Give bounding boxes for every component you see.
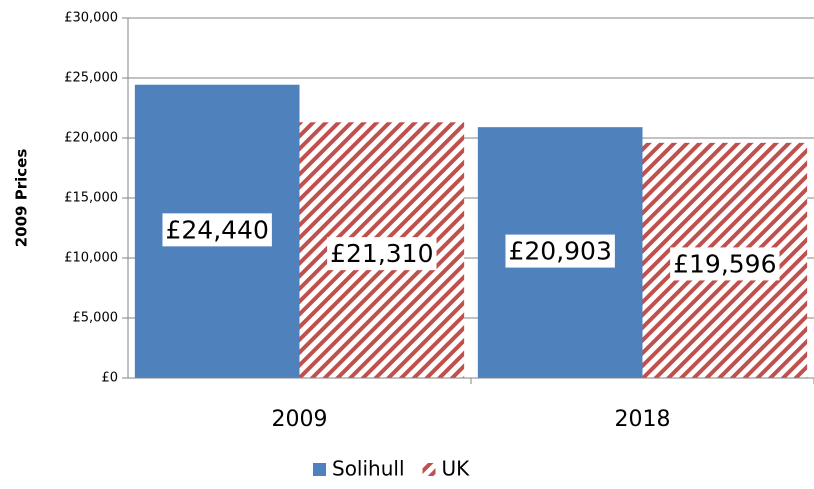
legend-swatch — [313, 463, 326, 476]
value-label: £24,440 — [165, 215, 268, 244]
y-tick-label: £0 — [101, 371, 118, 386]
y-axis-label: 2009 Prices — [13, 149, 31, 248]
x-tick-label: 2018 — [615, 407, 671, 432]
value-label-bg — [505, 234, 615, 268]
value-label-bg — [670, 247, 780, 281]
legend-label: UK — [442, 457, 471, 481]
y-tick-label: £10,000 — [64, 251, 118, 266]
y-tick-label: £5,000 — [73, 311, 119, 326]
value-label-bg — [162, 213, 272, 247]
value-label: £19,596 — [673, 249, 776, 278]
y-tick-label: £25,000 — [64, 71, 118, 86]
legend-label: Solihull — [332, 457, 405, 481]
value-label: £20,903 — [508, 237, 611, 266]
legend-swatch — [422, 463, 436, 476]
y-tick-label: £15,000 — [64, 191, 118, 206]
x-tick-label: 2009 — [272, 407, 328, 432]
value-label: £21,310 — [330, 239, 433, 268]
y-tick-label: £30,000 — [64, 11, 118, 26]
y-tick-label: £20,000 — [64, 131, 118, 146]
value-label-bg — [327, 237, 437, 271]
